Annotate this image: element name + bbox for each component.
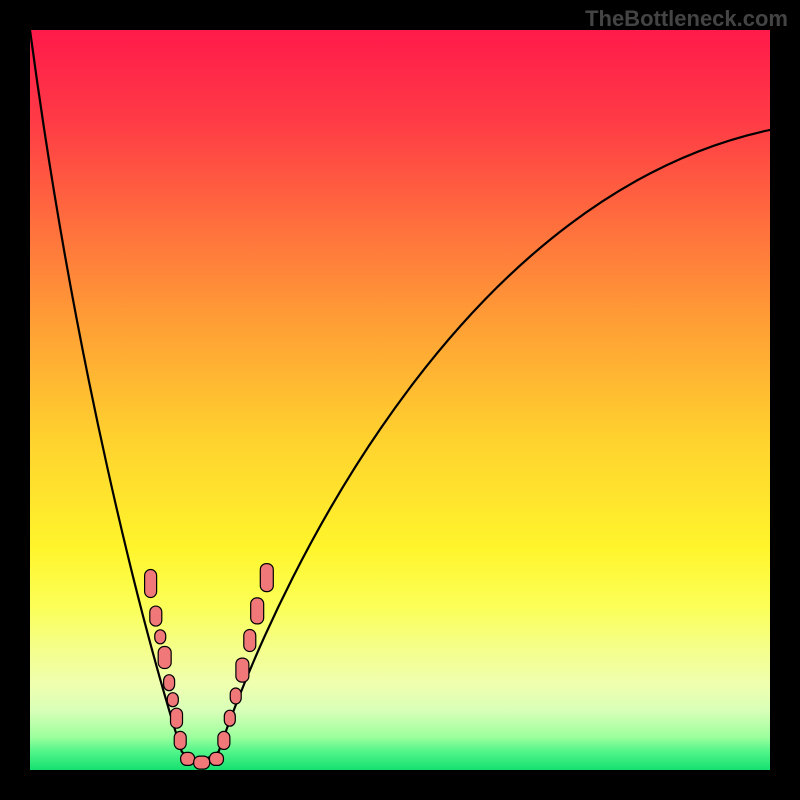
data-marker [164, 675, 175, 691]
data-marker [236, 658, 249, 682]
data-marker [171, 708, 183, 728]
data-marker [167, 693, 178, 707]
data-marker [244, 630, 256, 652]
data-marker [174, 731, 186, 749]
plot-svg [30, 30, 770, 770]
data-marker [218, 731, 230, 749]
data-marker [158, 647, 171, 669]
data-marker [230, 688, 241, 704]
data-marker [224, 710, 235, 726]
data-marker [155, 630, 166, 644]
data-marker [145, 570, 157, 598]
watermark-text: TheBottleneck.com [585, 6, 788, 32]
data-marker [260, 564, 273, 592]
data-marker [209, 752, 223, 765]
plot-area [30, 30, 770, 770]
data-marker [150, 606, 162, 626]
data-marker [251, 598, 264, 624]
data-marker [194, 756, 210, 769]
data-marker [181, 752, 195, 765]
